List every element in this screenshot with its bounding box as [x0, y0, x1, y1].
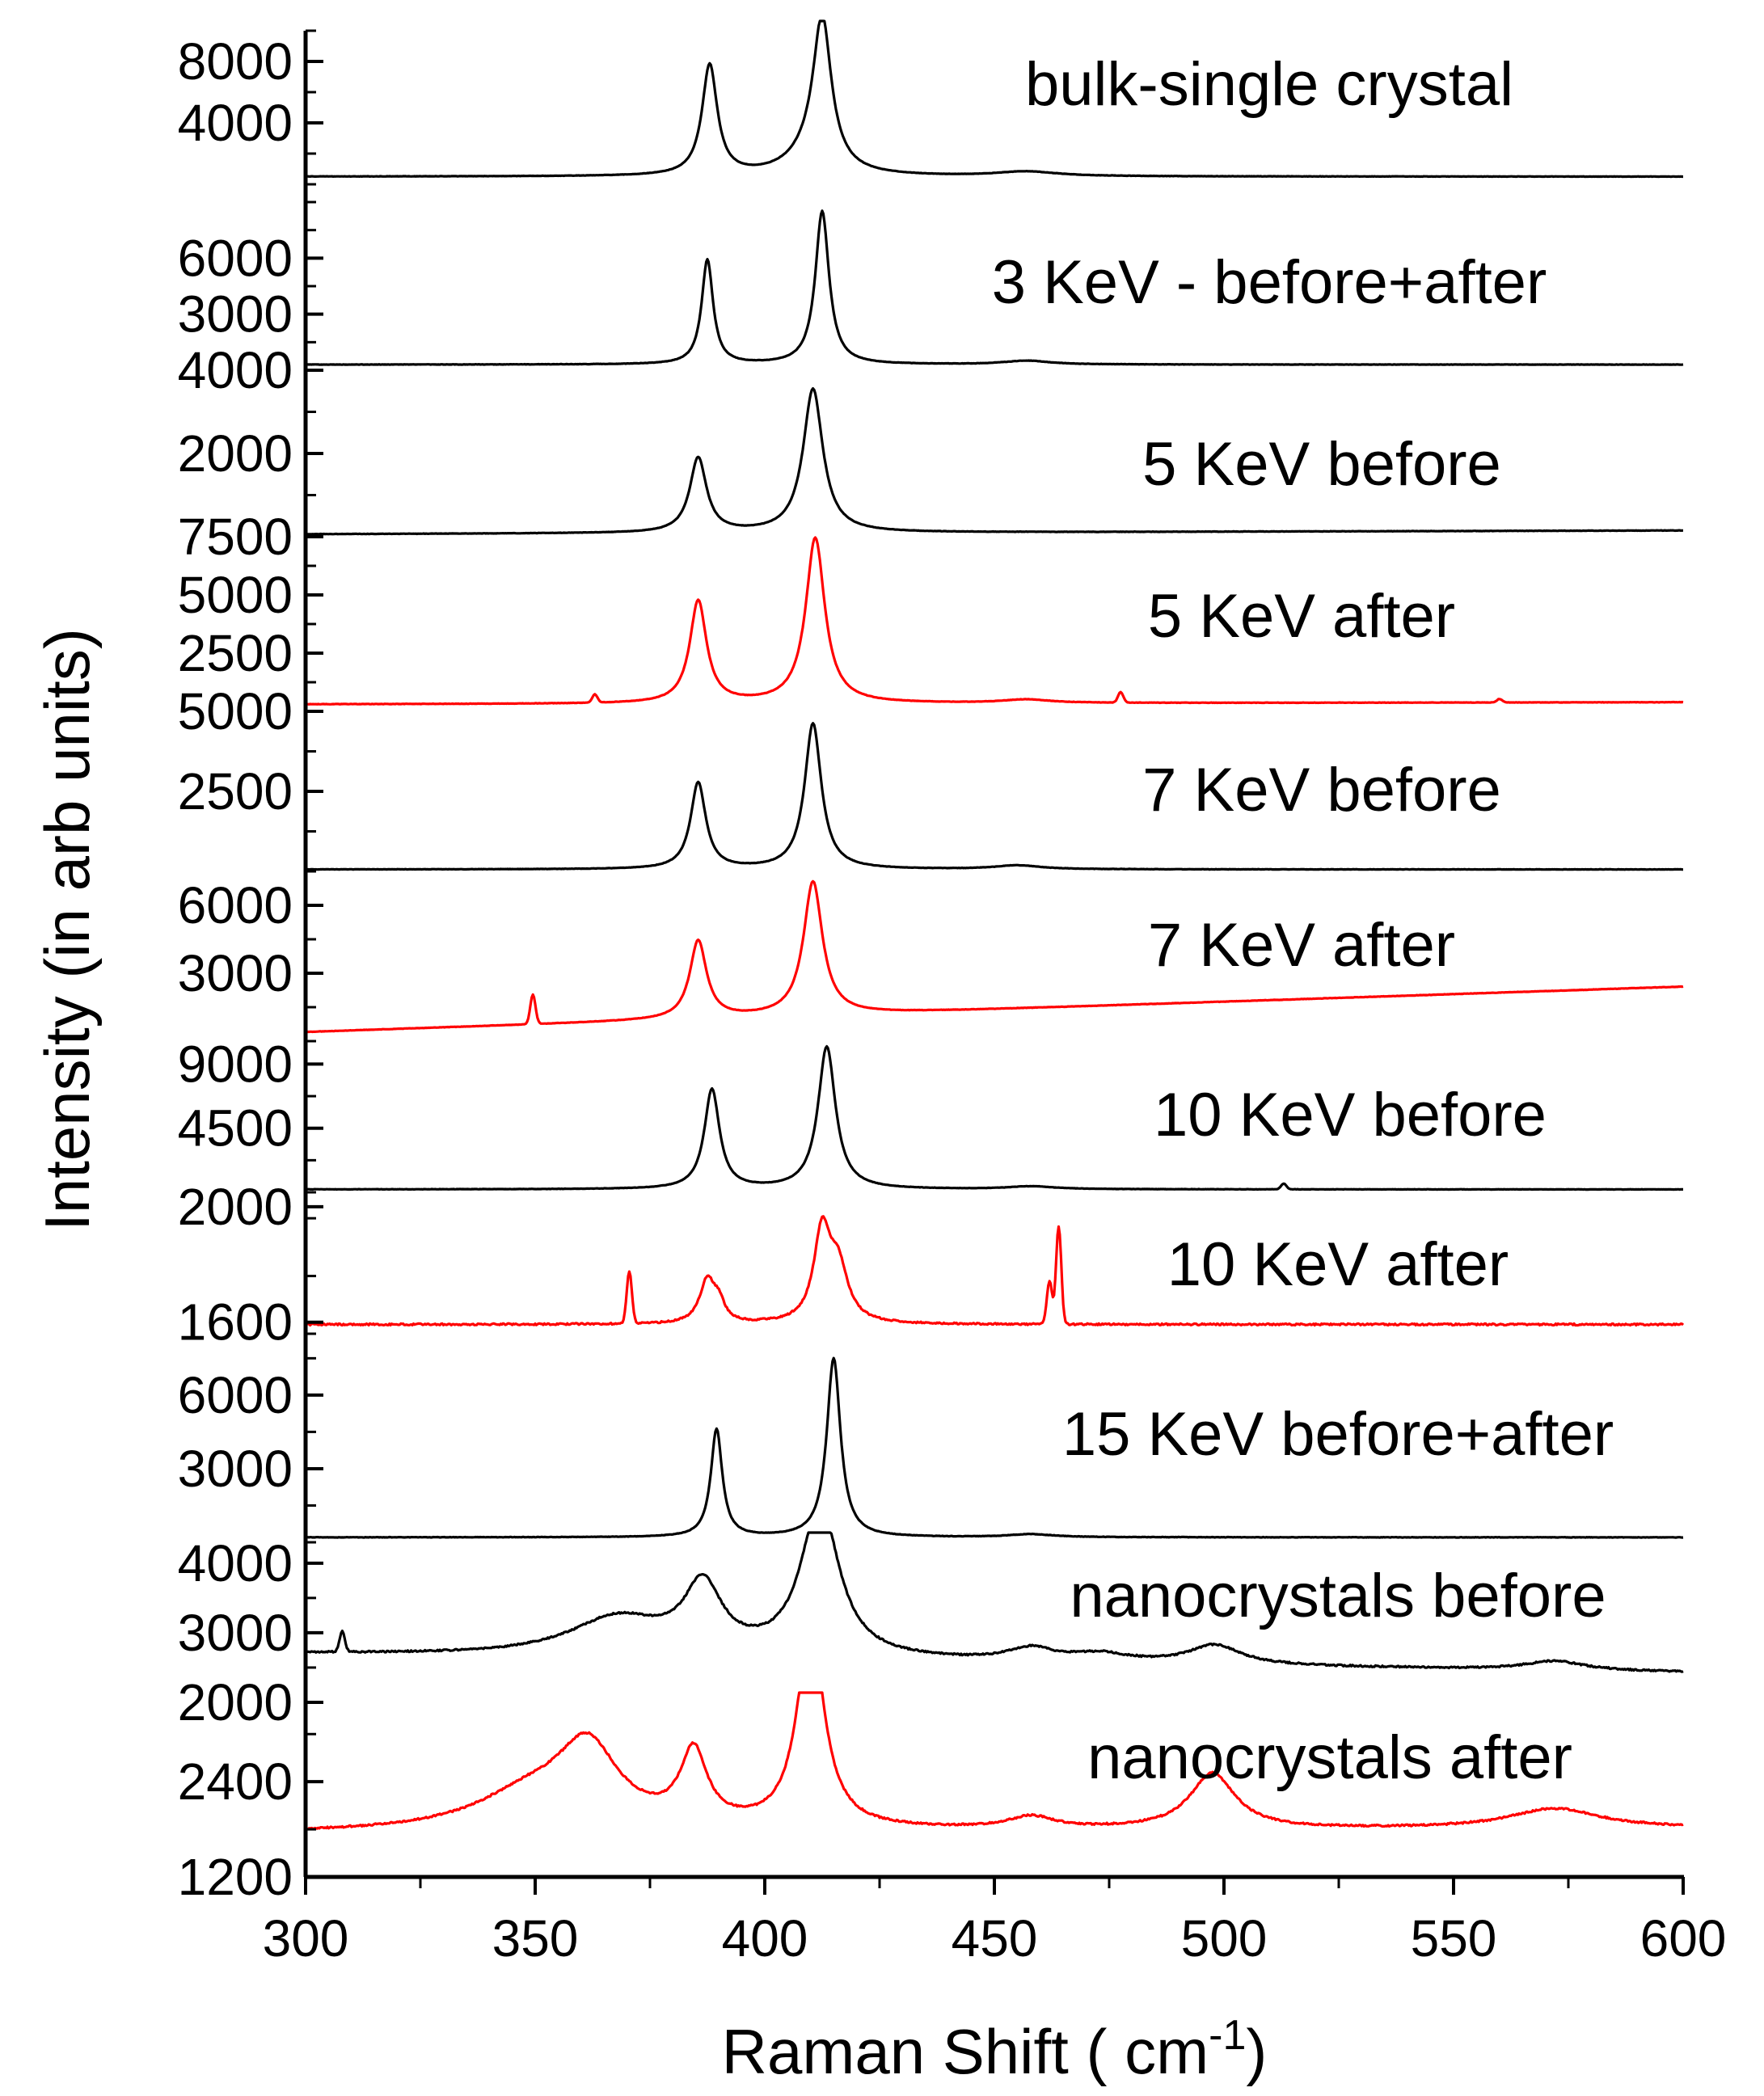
- spectrum-line-1: [305, 19, 1684, 179]
- y-tick-label: 3000: [178, 944, 293, 1002]
- x-tick-label: 450: [952, 1909, 1038, 1967]
- y-tick-label: 6000: [178, 876, 293, 934]
- panel-11: 2400 1200 nanocrystals after: [178, 1691, 1684, 1906]
- panel-label-6: 7 KeV after: [1148, 911, 1455, 980]
- panel-label-3: 5 KeV before: [1142, 430, 1501, 499]
- panel-label-8: 10 KeV after: [1167, 1230, 1509, 1299]
- panel-label-5: 7 KeV before: [1142, 756, 1501, 824]
- y-tick-label: 3000: [178, 285, 293, 344]
- spectrum-line-8: [304, 1215, 1685, 1327]
- panel-label-10: nanocrystals before: [1070, 1562, 1606, 1630]
- y-tick-label: 2500: [178, 762, 293, 820]
- panel-label-7: 10 KeV before: [1154, 1081, 1547, 1149]
- x-axis-title-main: Raman Shift ( cm: [722, 2016, 1209, 2087]
- spectrum-line-10: [305, 1531, 1684, 1673]
- x-tick-label: 400: [722, 1909, 808, 1967]
- x-axis-title-superscript: -1: [1209, 2012, 1246, 2059]
- y-tick-label: 9000: [178, 1035, 293, 1093]
- panel-label-9: 15 KeV before+after: [1062, 1400, 1614, 1469]
- spectrum-line-4: [305, 536, 1684, 706]
- panel-10: 4000 3000 2000 nanocrystals before: [178, 1531, 1684, 1731]
- y-tick-label: 2500: [178, 624, 293, 682]
- y-tick-label: 3000: [178, 1604, 293, 1662]
- y-tick-label: 4500: [178, 1099, 293, 1158]
- x-axis-title-suffix: ): [1246, 2016, 1267, 2087]
- y-tick-label: 2000: [178, 1673, 293, 1731]
- y-tick-label: 5000: [178, 682, 293, 740]
- x-tick-label: 500: [1181, 1909, 1268, 1967]
- panel-3: 4000 2000 5 KeV before: [178, 341, 1684, 538]
- y-tick-label: 3000: [178, 1440, 293, 1498]
- panel-label-11: nanocrystals after: [1087, 1723, 1572, 1792]
- spectrum-line-6: [305, 879, 1684, 1034]
- x-axis-title: Raman Shift ( cm-1): [722, 2012, 1268, 2087]
- y-tick-label: 2400: [178, 1752, 293, 1811]
- spectrum-line-11: [304, 1691, 1684, 1831]
- spectrum-line-2: [305, 209, 1684, 366]
- x-tick-label: 550: [1411, 1909, 1497, 1967]
- y-tick-label: 2000: [178, 424, 293, 483]
- y-tick-label: 4000: [178, 94, 293, 152]
- panel-label-2: 3 KeV - before+after: [992, 248, 1547, 317]
- panel-9: 6000 3000 15 KeV before+after: [178, 1356, 1684, 1544]
- spectrum-line-5: [305, 722, 1684, 871]
- panel-label-1: bulk-single crystal: [1025, 50, 1513, 119]
- panel-5: 5000 2500 7 KeV before: [178, 682, 1684, 873]
- x-tick-label: 600: [1640, 1909, 1727, 1967]
- x-tick-label: 350: [492, 1909, 579, 1967]
- y-tick-label: 4000: [178, 1534, 293, 1592]
- panel-6: 6000 3000 7 KeV after: [178, 870, 1684, 1043]
- y-tick-label: 7500: [178, 508, 293, 566]
- panel-8: 2000 1600 10 KeV after: [178, 1178, 1685, 1352]
- y-tick-label: 4000: [178, 341, 293, 399]
- y-tick-label: 1600: [178, 1293, 293, 1352]
- y-tick-label: 5000: [178, 566, 293, 624]
- y-axis-title: Intensity (in arb units): [32, 628, 103, 1231]
- y-tick-label: 6000: [178, 1366, 293, 1424]
- y-tick-label: 6000: [178, 229, 293, 287]
- x-ticks: 300 350 400 450 500 550 600: [263, 1877, 1727, 1967]
- y-tick-label: 1200: [178, 1848, 293, 1906]
- spectrum-line-9: [305, 1356, 1684, 1539]
- spectrum-line-7: [305, 1044, 1684, 1191]
- panel-7: 9000 4500 10 KeV before: [178, 1035, 1684, 1194]
- panel-label-4: 5 KeV after: [1148, 582, 1455, 651]
- y-tick-label: 2000: [178, 1178, 293, 1236]
- x-tick-label: 300: [263, 1909, 349, 1967]
- y-tick-label: 8000: [178, 32, 293, 91]
- spectrum-line-3: [305, 387, 1684, 536]
